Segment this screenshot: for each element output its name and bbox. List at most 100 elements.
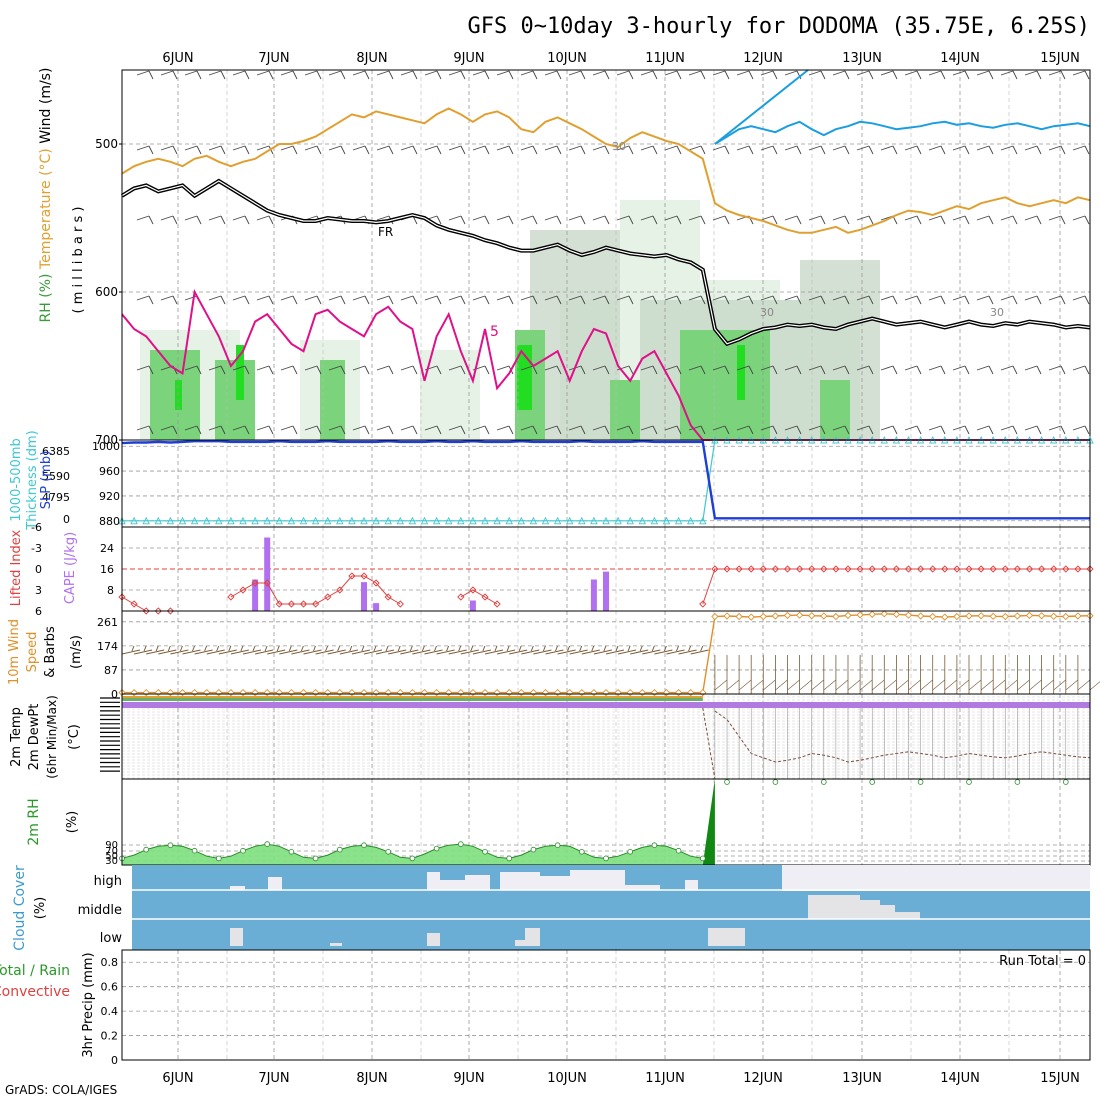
wind-speed-marker	[626, 688, 634, 697]
li-marker	[723, 565, 731, 573]
wind-speed-marker	[566, 688, 574, 697]
wind-barb	[1072, 365, 1086, 371]
wind-speed-marker	[783, 611, 792, 620]
panel-frame	[121, 949, 1091, 1061]
wind-barb-flag	[940, 215, 946, 225]
wind-barb	[160, 425, 174, 431]
wind-barb	[976, 70, 990, 76]
wind-barb-flag	[268, 425, 274, 435]
wind-barb-flag	[460, 365, 466, 375]
wind-barb-flag	[244, 145, 250, 155]
wind-barb	[592, 425, 606, 431]
wind-barb-flag	[220, 145, 226, 155]
li-marker	[251, 579, 259, 587]
wind-barb-flag	[460, 70, 466, 80]
wind-barb	[400, 365, 414, 371]
wind-barb	[904, 295, 918, 301]
cyan-line	[714, 120, 1091, 145]
wind-speed-marker	[517, 688, 525, 697]
wind-speed-marker	[311, 688, 320, 697]
wind-barb-flag	[868, 215, 874, 225]
li-marker	[154, 607, 162, 615]
wind-speed-marker	[723, 612, 731, 620]
thickness-marker	[517, 516, 526, 525]
wind-barb-10m-flag	[482, 645, 486, 652]
wind-barb-flag	[244, 365, 250, 375]
axis-label: RH (%) Temperature (°C) Wind (m/s)	[38, 68, 54, 323]
wind-barb	[904, 215, 918, 221]
wind-barb	[208, 215, 222, 221]
wind-barb-flag	[532, 365, 538, 375]
wind-barb	[832, 70, 846, 76]
wind-speed-marker	[687, 688, 695, 697]
wind-barb-10m-flag	[179, 645, 183, 652]
wind-barb-flag	[532, 145, 538, 155]
wind-barb	[568, 145, 582, 151]
wind-barb-10m-flag	[409, 645, 413, 652]
cloud-cover-panel: high middle low Cloud Cover (%)	[12, 865, 1090, 951]
wind-barb-flag	[436, 70, 442, 80]
wind-barb-flag	[436, 215, 442, 225]
wind-barb	[520, 295, 534, 301]
thickness-marker	[432, 516, 441, 525]
cloud-high-patch	[465, 875, 490, 890]
wind-speed-marker	[1062, 612, 1070, 621]
wind-barb-flag	[412, 70, 418, 80]
wind-barb-flag	[748, 295, 754, 305]
wind-speed-marker	[396, 688, 404, 697]
wind-barb	[856, 365, 870, 371]
cloud-row-label: middle	[78, 903, 122, 918]
wind-barb-10m	[581, 649, 600, 655]
li-marker	[941, 565, 949, 573]
wind-barb-10m	[182, 649, 201, 655]
wind-barb	[1048, 425, 1062, 431]
wind-barb	[232, 215, 246, 221]
wind-speed-marker	[529, 688, 538, 697]
wind-speed-marker	[602, 688, 610, 697]
wind-barb-10m-tail	[811, 679, 824, 691]
wind-barb	[640, 70, 654, 76]
cloud-mid-patch	[860, 900, 880, 919]
wind-speed-marker	[1013, 612, 1022, 620]
wind-barb-10m-flag	[603, 645, 607, 652]
wind-barb	[160, 145, 174, 151]
wind-barb-10m-flag	[252, 645, 256, 652]
li-marker	[142, 607, 150, 615]
rh2m-marker	[143, 846, 150, 853]
wind-barb-flag	[1060, 365, 1066, 375]
wind-barb	[976, 425, 990, 431]
wind-speed-marker	[299, 688, 308, 697]
wind-barb-flag	[1084, 145, 1090, 155]
li-marker	[493, 600, 501, 608]
day-label-top: 12JUN	[743, 51, 783, 66]
axis-label: (%)	[33, 897, 48, 920]
wind-barb-10m-flag	[300, 645, 304, 652]
wind-barb	[232, 295, 246, 301]
wind-barb	[568, 70, 582, 76]
li-marker	[892, 565, 901, 573]
wind-barb-flag	[412, 425, 418, 435]
thickness-line	[122, 439, 1090, 522]
wind-speed-marker	[457, 688, 465, 697]
y-tick-left: 6	[35, 605, 42, 618]
wind-barb	[1072, 215, 1086, 221]
wind-barb-flag	[1060, 145, 1066, 155]
wind-barb-10m	[654, 649, 673, 655]
wind-barb-10m	[460, 649, 479, 655]
rh2m-marker	[167, 842, 174, 848]
wind-barb	[856, 145, 870, 151]
wind-barb-flag	[580, 215, 586, 225]
rh-band-green	[610, 380, 640, 440]
wind-barb	[568, 295, 582, 301]
li-marker	[457, 593, 465, 601]
wind-barb	[880, 295, 894, 301]
wind-barb	[856, 425, 870, 431]
wind-barb-flag	[988, 295, 994, 305]
wind-speed-marker	[130, 688, 138, 697]
wind-barb-10m-flag	[627, 645, 631, 652]
wind-barb	[304, 70, 318, 76]
wind-barb	[544, 425, 558, 431]
wind-barb-10m-tail	[1065, 679, 1078, 691]
wind-barb-flag	[988, 215, 994, 225]
wind-barb-flag	[1012, 295, 1018, 305]
